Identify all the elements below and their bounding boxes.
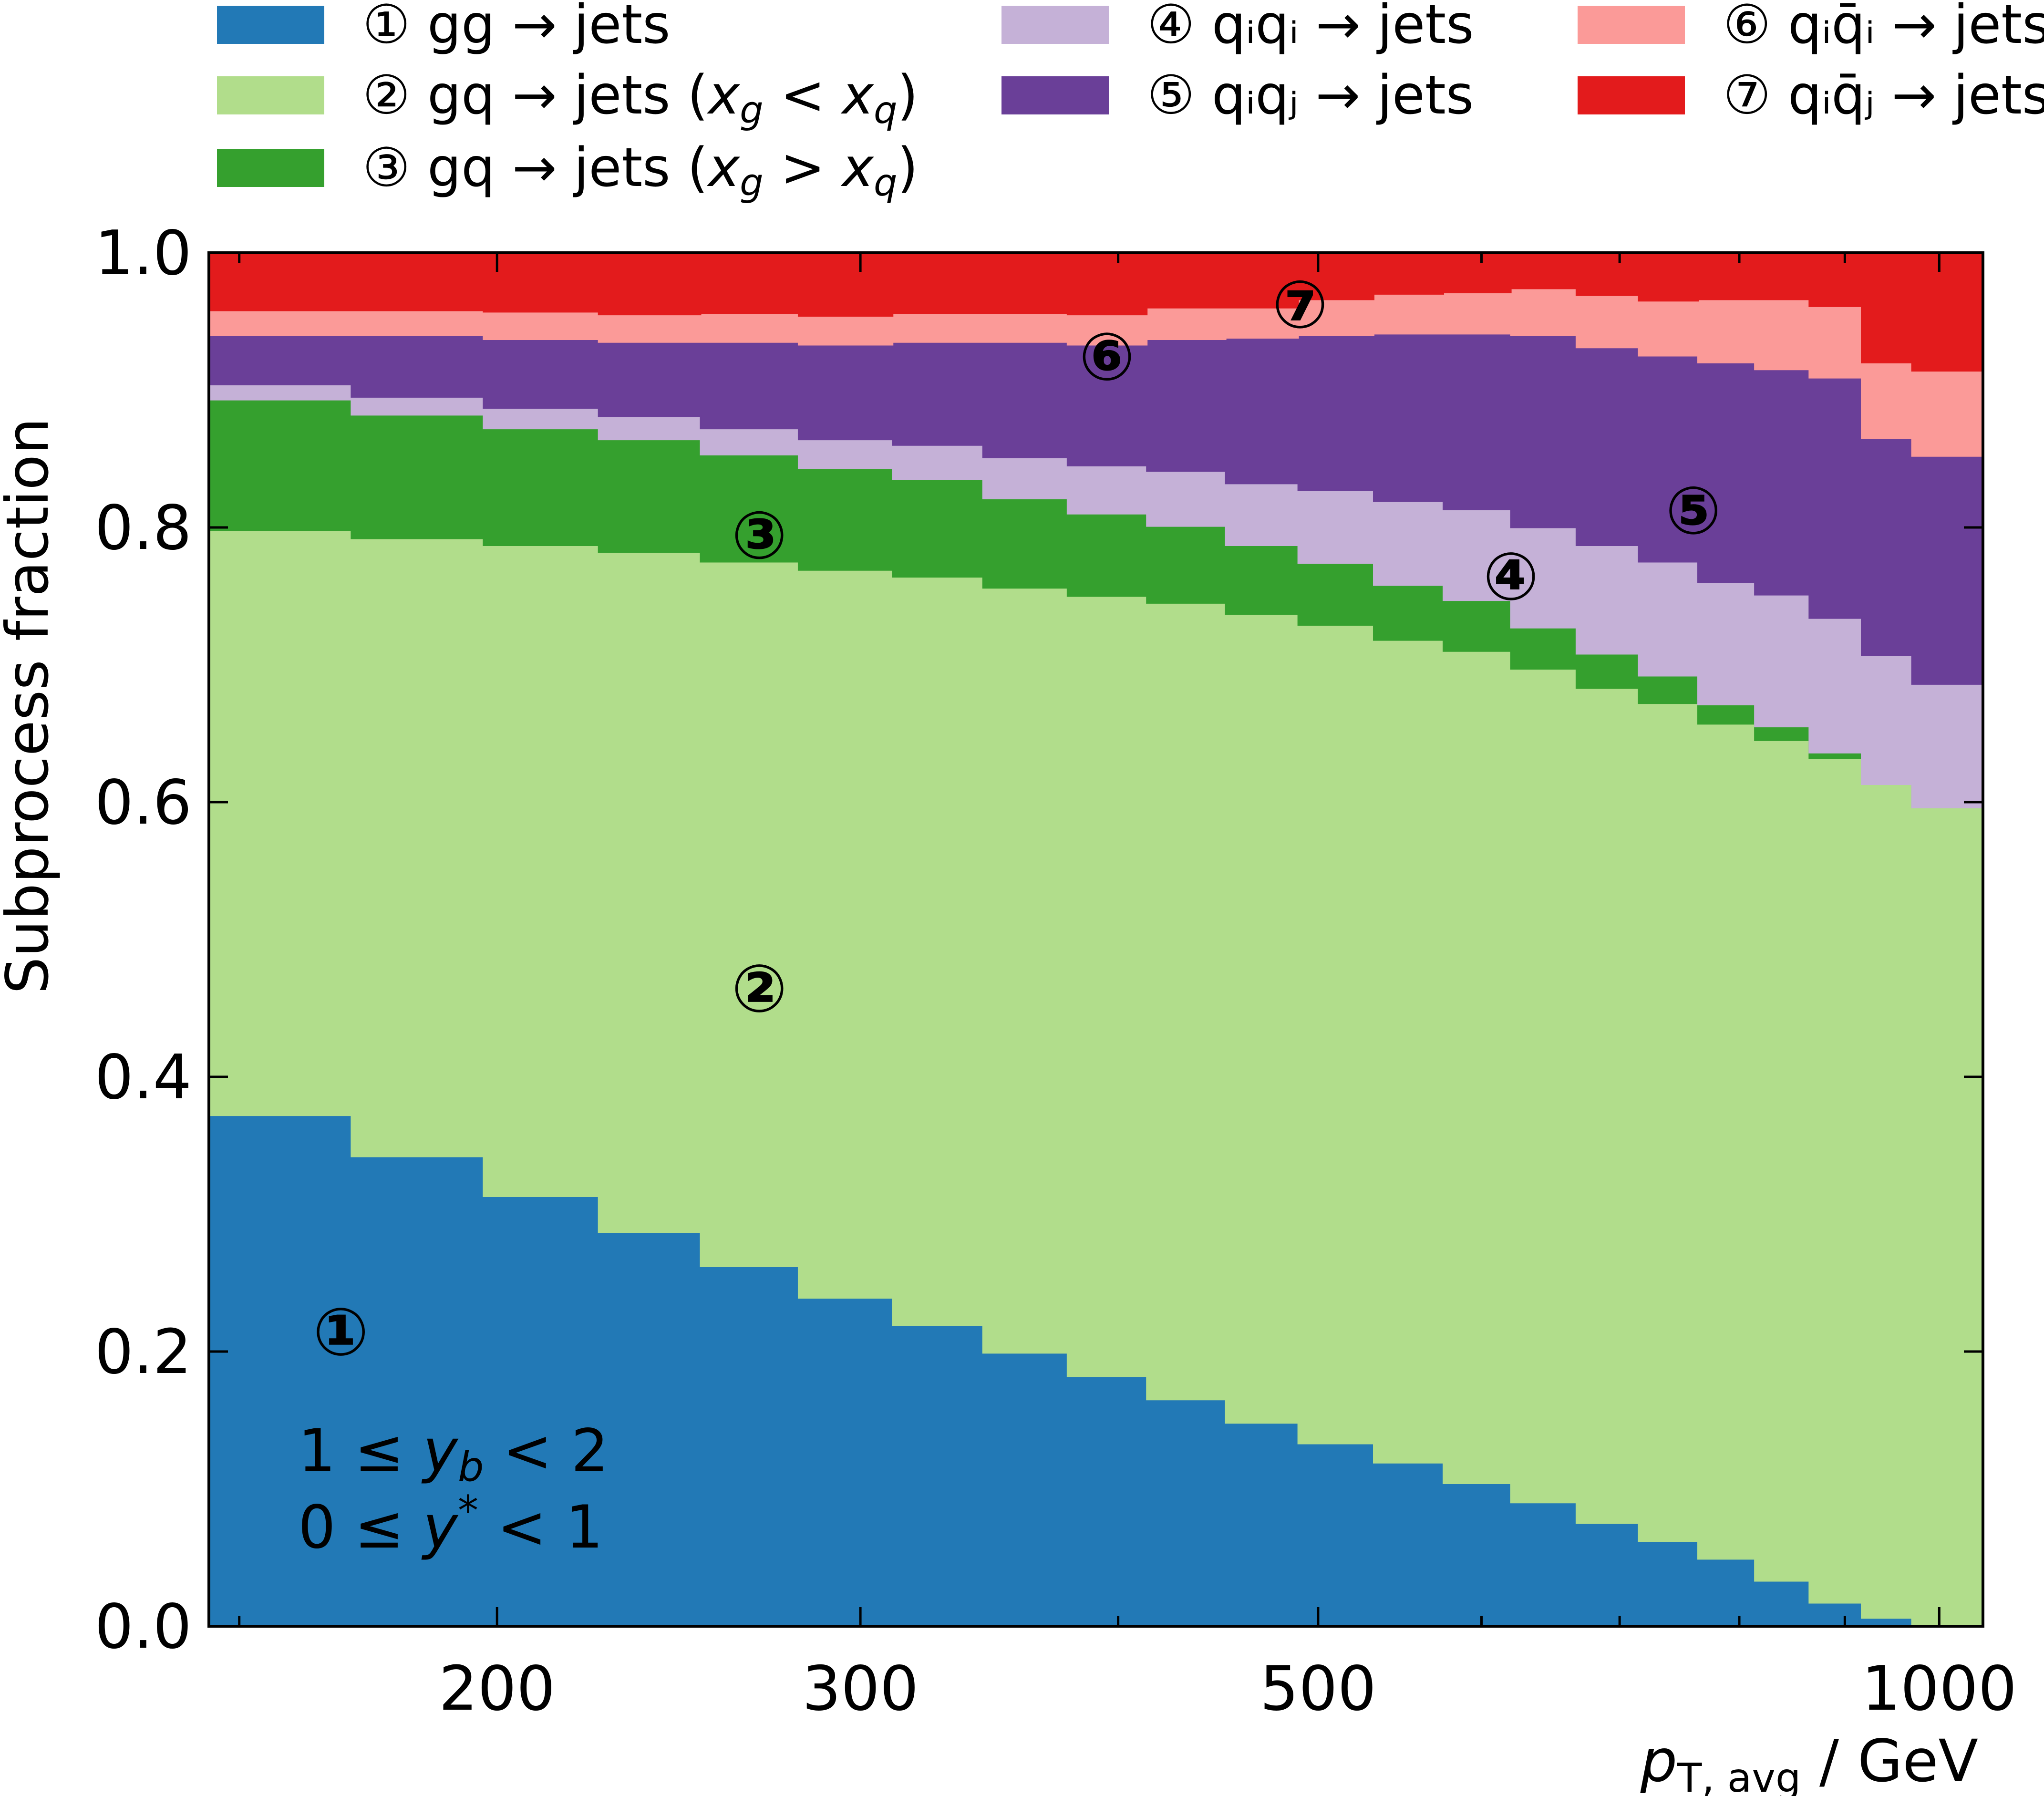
y-tick-label: 0.8 [94,493,192,564]
legend-swatch [1001,6,1109,44]
legend-label: ⑥ qᵢq̄ᵢ → jets [1723,0,2044,56]
region-marker: ⑦ [1272,267,1328,343]
legend-entry-s2: ② gq → jets (xg < xq) [217,64,918,132]
region-marker: ① [313,1294,369,1371]
y-tick-label: 0.4 [94,1042,192,1113]
axis-titles: Subprocess fraction pT, avg / GeV [0,418,1978,1796]
legend-entry-s6: ⑥ qᵢq̄ᵢ → jets [1578,0,2044,56]
legend-swatch [217,149,324,187]
y-tick-label: 0.6 [94,767,192,838]
region-marker: ⑤ [1665,473,1721,549]
axes-border [207,251,1984,1628]
legend-swatch [1578,76,1685,114]
plot-frame [207,251,1984,1628]
legend-label: ① gg → jets [362,0,671,56]
legend-label: ③ gq → jets (xg > xq) [362,137,918,205]
region-marker: ② [732,950,787,1027]
y-tick-label: 0.2 [94,1317,192,1388]
x-tick-label: 200 [439,1653,555,1724]
legend-label: ② gq → jets (xg < xq) [362,64,918,132]
kinematic-annotation: 1 ≤ yb < 20 ≤ y* < 1 [298,1417,609,1562]
legend-entry-s1: ① gg → jets [217,0,671,56]
legend-swatch [217,6,324,44]
annotation-line: 0 ≤ y* < 1 [298,1487,603,1562]
x-axis-title: pT, avg / GeV [1640,1727,1978,1796]
legend-label: ⑤ qᵢqⱼ → jets [1147,64,1474,126]
annotation-line: 1 ≤ yb < 2 [298,1417,609,1491]
legend-swatch [1578,6,1685,44]
region-marker: ③ [732,497,787,574]
y-axis-title: Subprocess fraction [0,418,62,994]
y-tick-label: 0.0 [94,1591,192,1662]
legend-label: ⑦ qᵢq̄ⱼ → jets [1723,64,2044,126]
legend-label: ④ qᵢqᵢ → jets [1147,0,1474,56]
legend-swatch [1001,76,1109,114]
x-tick-label: 1000 [1861,1653,2017,1724]
x-tick-label: 300 [802,1653,919,1724]
region-markers: ① ② ③ ④ ⑤ ⑥ ⑦ [313,267,1721,1371]
legend-entry-s5: ⑤ qᵢqⱼ → jets [1001,64,1474,126]
legend-entry-s3: ③ gq → jets (xg > xq) [217,137,918,205]
region-marker: ④ [1483,538,1539,615]
axis-ticks: 0.0 0.2 0.4 0.6 0.8 1.0 200 300 500 1000 [94,218,2017,1724]
legend-swatch [217,76,324,114]
legend-entry-s7: ⑦ qᵢq̄ⱼ → jets [1578,64,2044,126]
stacked-areas [208,252,1984,1627]
legend-entry-s4: ④ qᵢqᵢ → jets [1001,0,1474,56]
y-tick-label: 1.0 [94,218,192,289]
region-marker: ⑥ [1079,319,1135,395]
legend: ① gg → jets ② gq → jets (xg < xq)③ gq → j… [217,0,2044,205]
x-tick-label: 500 [1260,1653,1376,1724]
